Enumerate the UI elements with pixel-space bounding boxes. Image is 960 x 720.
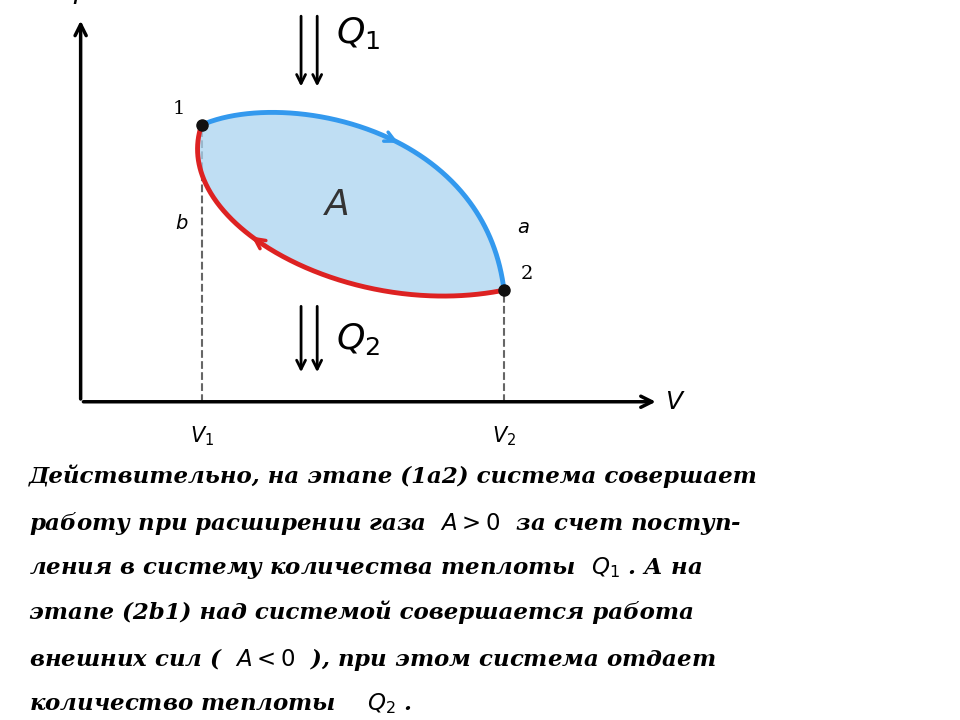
Text: $Q_1$: $Q_1$ — [336, 15, 380, 52]
Text: $a$: $a$ — [517, 219, 530, 237]
Text: 1: 1 — [173, 100, 184, 118]
Text: внешних сил (  $\mathit{A<0}$  ), при этом система отдает: внешних сил ( $\mathit{A<0}$ ), при этом… — [29, 646, 715, 672]
Text: $V_2$: $V_2$ — [492, 424, 516, 448]
Text: количество теплоты    $Q_2$ .: количество теплоты $Q_2$ . — [29, 691, 412, 716]
Text: $A$: $A$ — [323, 189, 349, 222]
Text: ления в систему количества теплоты  $Q_1$ . А на: ления в систему количества теплоты $Q_1$… — [29, 555, 702, 581]
Text: $b$: $b$ — [175, 215, 188, 233]
Text: $V_1$: $V_1$ — [189, 424, 214, 448]
Text: этапе (2b1) над системой совершается работа: этапе (2b1) над системой совершается раб… — [29, 600, 694, 624]
Text: $P$: $P$ — [72, 0, 89, 9]
Polygon shape — [198, 112, 504, 296]
Text: $Q_2$: $Q_2$ — [336, 321, 380, 357]
Text: 2: 2 — [521, 266, 533, 284]
Text: работу при расширении газа  $\mathit{A > 0}$  за счет поступ-: работу при расширении газа $\mathit{A > … — [29, 510, 741, 537]
Text: $V$: $V$ — [665, 390, 685, 414]
Text: Действительно, на этапе (1a2) система совершает: Действительно, на этапе (1a2) система со… — [29, 464, 757, 488]
